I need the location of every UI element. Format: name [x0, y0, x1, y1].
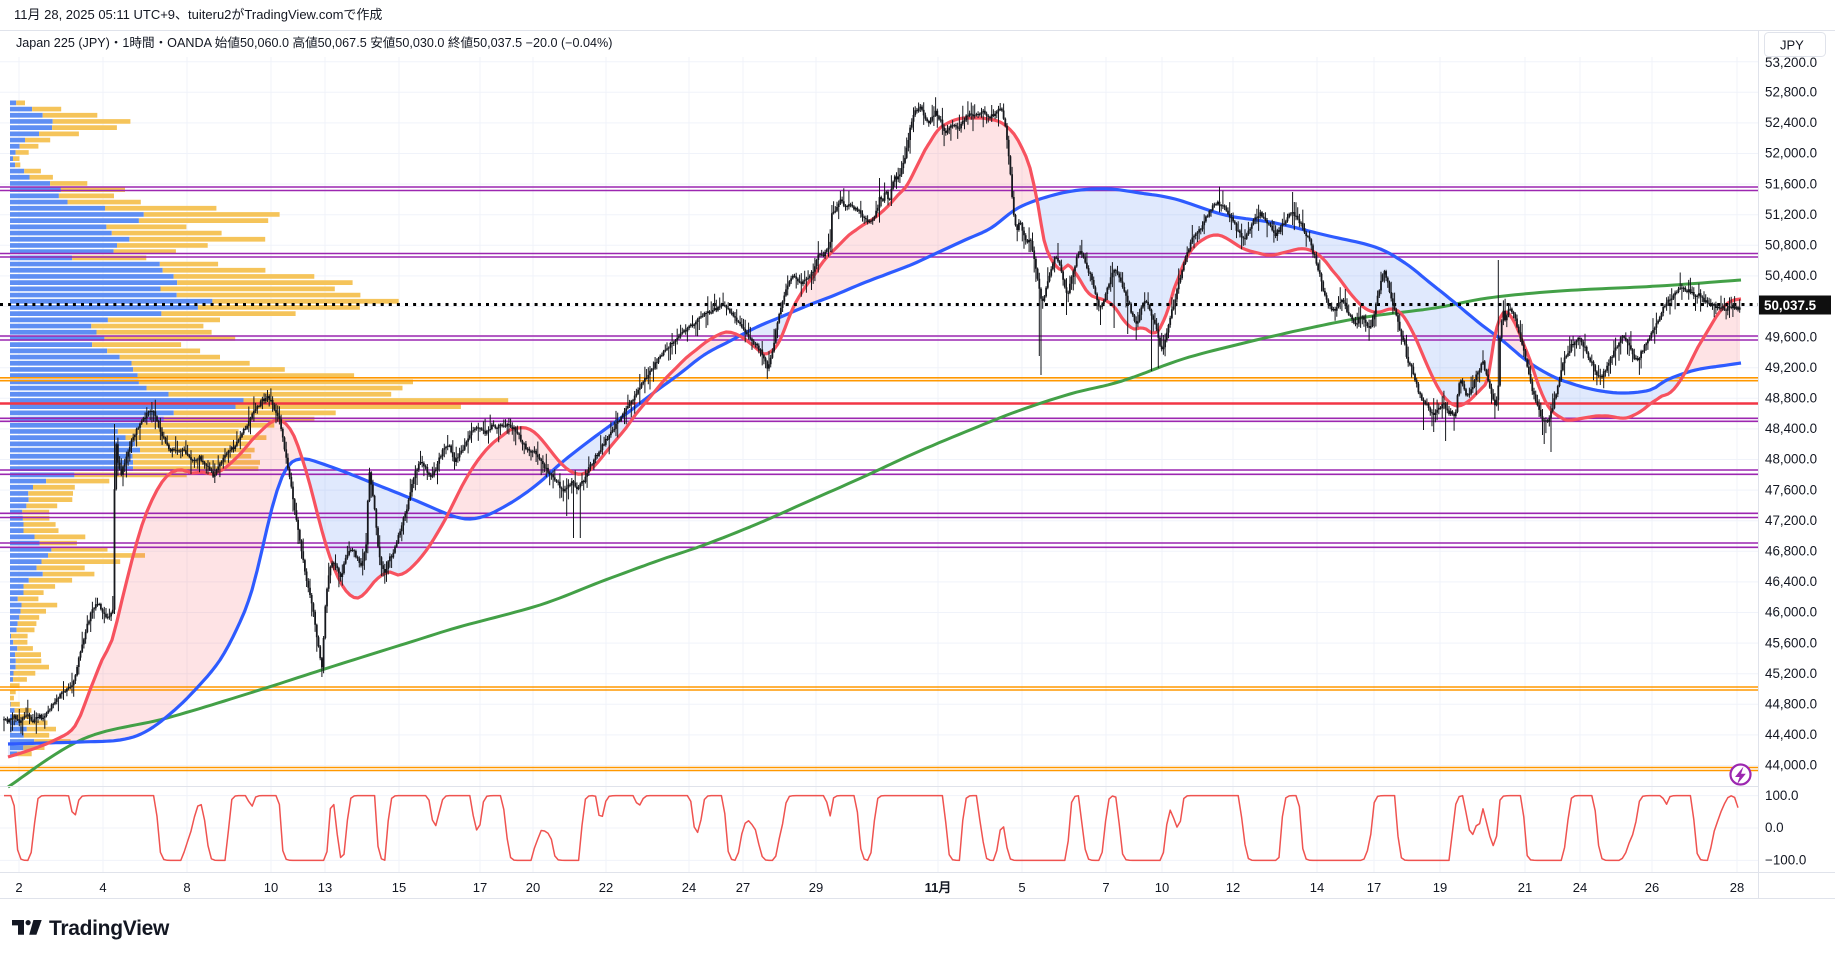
svg-text:50,800.0: 50,800.0 — [1765, 238, 1817, 253]
svg-text:24: 24 — [682, 880, 696, 895]
svg-text:44,400.0: 44,400.0 — [1765, 727, 1817, 742]
svg-text:−100.0: −100.0 — [1765, 852, 1806, 867]
svg-text:Japan 225 (JPY)・1時間・OANDA 始値50: Japan 225 (JPY)・1時間・OANDA 始値50,060.0 高値5… — [16, 35, 612, 50]
svg-text:47,600.0: 47,600.0 — [1765, 482, 1817, 497]
svg-text:44,800.0: 44,800.0 — [1765, 697, 1817, 712]
svg-text:27: 27 — [736, 880, 750, 895]
svg-text:44,000.0: 44,000.0 — [1765, 758, 1817, 773]
svg-text:12: 12 — [1226, 880, 1240, 895]
svg-text:53,200.0: 53,200.0 — [1765, 55, 1817, 70]
svg-text:29: 29 — [809, 880, 823, 895]
svg-text:20: 20 — [526, 880, 540, 895]
svg-text:TradingView: TradingView — [49, 917, 170, 940]
svg-text:17: 17 — [473, 880, 487, 895]
svg-text:48,000.0: 48,000.0 — [1765, 452, 1817, 467]
svg-text:48,400.0: 48,400.0 — [1765, 421, 1817, 436]
svg-text:0.0: 0.0 — [1765, 820, 1784, 835]
svg-text:14: 14 — [1310, 880, 1324, 895]
svg-text:21: 21 — [1518, 880, 1532, 895]
svg-text:45,200.0: 45,200.0 — [1765, 666, 1817, 681]
svg-text:47,200.0: 47,200.0 — [1765, 513, 1817, 528]
svg-text:10: 10 — [1155, 880, 1169, 895]
svg-text:49,600.0: 49,600.0 — [1765, 329, 1817, 344]
svg-text:10: 10 — [264, 880, 278, 895]
svg-text:22: 22 — [599, 880, 613, 895]
svg-text:2: 2 — [15, 880, 22, 895]
svg-text:7: 7 — [1102, 880, 1109, 895]
svg-text:8: 8 — [183, 880, 190, 895]
svg-text:11月: 11月 — [925, 880, 952, 895]
svg-text:46,000.0: 46,000.0 — [1765, 605, 1817, 620]
svg-text:49,200.0: 49,200.0 — [1765, 360, 1817, 375]
svg-text:19: 19 — [1433, 880, 1447, 895]
svg-text:28: 28 — [1730, 880, 1744, 895]
svg-text:17: 17 — [1367, 880, 1381, 895]
svg-text:13: 13 — [318, 880, 332, 895]
svg-text:15: 15 — [392, 880, 406, 895]
svg-text:48,800.0: 48,800.0 — [1765, 391, 1817, 406]
svg-text:100.0: 100.0 — [1765, 788, 1799, 803]
svg-text:52,400.0: 52,400.0 — [1765, 115, 1817, 130]
svg-text:52,000.0: 52,000.0 — [1765, 146, 1817, 161]
svg-text:26: 26 — [1645, 880, 1659, 895]
svg-text:45,600.0: 45,600.0 — [1765, 635, 1817, 650]
svg-text:46,800.0: 46,800.0 — [1765, 544, 1817, 559]
svg-text:51,200.0: 51,200.0 — [1765, 207, 1817, 222]
svg-text:50,400.0: 50,400.0 — [1765, 268, 1817, 283]
svg-text:50,037.5: 50,037.5 — [1764, 298, 1817, 313]
svg-text:5: 5 — [1018, 880, 1025, 895]
svg-text:11月 28, 2025 05:11 UTC+9、tuite: 11月 28, 2025 05:11 UTC+9、tuiteru2がTradin… — [14, 7, 382, 22]
svg-text:52,800.0: 52,800.0 — [1765, 85, 1817, 100]
svg-text:4: 4 — [99, 880, 106, 895]
svg-text:JPY: JPY — [1780, 38, 1804, 53]
svg-text:51,600.0: 51,600.0 — [1765, 176, 1817, 191]
svg-text:24: 24 — [1573, 880, 1587, 895]
svg-text:46,400.0: 46,400.0 — [1765, 574, 1817, 589]
